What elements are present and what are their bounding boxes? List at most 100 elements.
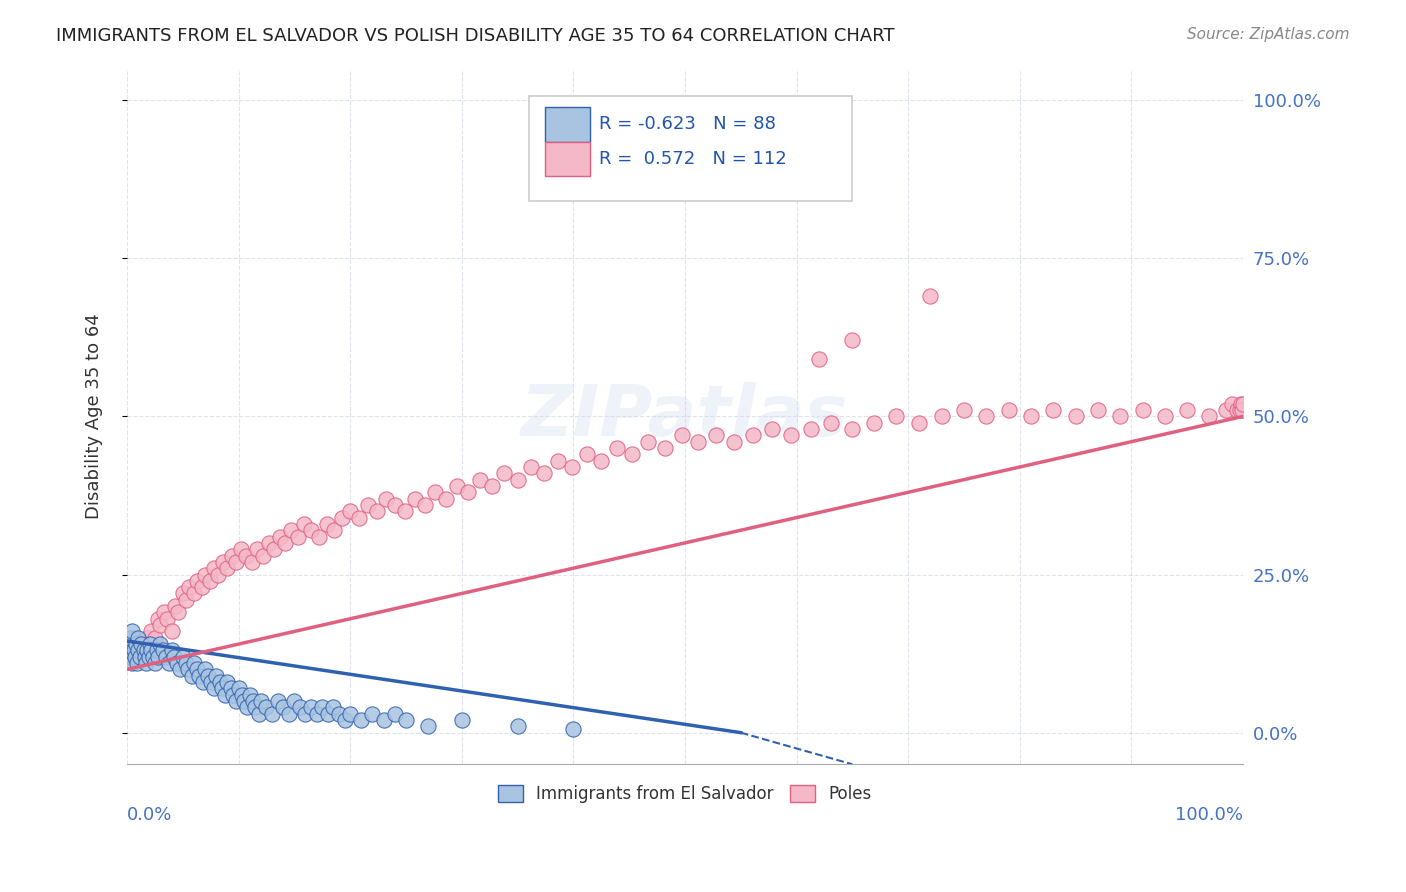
Point bbox=[160, 624, 183, 639]
Point bbox=[561, 460, 583, 475]
Point bbox=[294, 706, 316, 721]
Point bbox=[254, 700, 277, 714]
Point bbox=[807, 352, 830, 367]
Point bbox=[562, 723, 585, 737]
Point bbox=[174, 656, 197, 670]
Point bbox=[200, 675, 222, 690]
Point bbox=[127, 631, 149, 645]
Point bbox=[172, 586, 194, 600]
Point bbox=[222, 688, 245, 702]
Point bbox=[135, 656, 157, 670]
Point bbox=[141, 643, 163, 657]
Point bbox=[233, 694, 256, 708]
Point bbox=[1064, 409, 1087, 424]
Point bbox=[152, 606, 174, 620]
Point bbox=[974, 409, 997, 424]
Point bbox=[245, 700, 267, 714]
Point bbox=[374, 491, 396, 506]
Point bbox=[155, 649, 177, 664]
Point bbox=[118, 637, 141, 651]
Point bbox=[242, 694, 264, 708]
Point bbox=[339, 504, 361, 518]
Point bbox=[418, 719, 440, 733]
Point bbox=[1153, 409, 1175, 424]
Point bbox=[169, 662, 191, 676]
Point bbox=[395, 713, 418, 727]
Point bbox=[591, 453, 613, 467]
Point bbox=[208, 675, 231, 690]
Point bbox=[197, 669, 219, 683]
Legend: Immigrants from El Salvador, Poles: Immigrants from El Salvador, Poles bbox=[489, 777, 880, 812]
Point bbox=[191, 675, 214, 690]
Point bbox=[506, 473, 529, 487]
FancyBboxPatch shape bbox=[529, 96, 852, 201]
Point bbox=[138, 637, 160, 651]
Point bbox=[188, 669, 211, 683]
Point bbox=[323, 523, 346, 537]
Point bbox=[125, 656, 148, 670]
Point bbox=[118, 643, 141, 657]
Point bbox=[129, 649, 152, 664]
Point bbox=[122, 631, 145, 645]
Point bbox=[120, 649, 142, 664]
Point bbox=[841, 422, 863, 436]
Point bbox=[219, 681, 242, 696]
Point bbox=[160, 643, 183, 657]
Point bbox=[688, 434, 710, 449]
Point bbox=[704, 428, 727, 442]
Point bbox=[494, 467, 516, 481]
Point bbox=[146, 643, 169, 657]
Point bbox=[333, 713, 356, 727]
Point bbox=[884, 409, 907, 424]
Point bbox=[1132, 403, 1154, 417]
Point bbox=[292, 516, 315, 531]
Point bbox=[250, 694, 273, 708]
Point bbox=[221, 549, 243, 563]
Point bbox=[1230, 403, 1253, 417]
Point bbox=[671, 428, 693, 442]
Point bbox=[394, 504, 416, 518]
Point bbox=[263, 542, 285, 557]
Point bbox=[283, 694, 305, 708]
Point bbox=[316, 706, 339, 721]
Point bbox=[288, 700, 311, 714]
Point bbox=[194, 567, 217, 582]
Point bbox=[202, 561, 225, 575]
Point bbox=[322, 700, 344, 714]
Text: 100.0%: 100.0% bbox=[1175, 806, 1243, 824]
Point bbox=[373, 713, 395, 727]
Point bbox=[908, 416, 931, 430]
Point bbox=[1019, 409, 1042, 424]
Point bbox=[606, 441, 628, 455]
Point bbox=[547, 453, 569, 467]
Point bbox=[124, 649, 146, 664]
Point bbox=[120, 643, 142, 657]
Point bbox=[920, 289, 942, 303]
Point bbox=[953, 403, 976, 417]
Point bbox=[384, 498, 406, 512]
Point bbox=[520, 460, 543, 475]
Point bbox=[231, 688, 253, 702]
FancyBboxPatch shape bbox=[546, 107, 591, 142]
Point bbox=[761, 422, 783, 436]
Point bbox=[163, 599, 186, 614]
Point bbox=[1220, 397, 1243, 411]
Point bbox=[457, 485, 479, 500]
Point bbox=[149, 637, 172, 651]
Point bbox=[533, 467, 555, 481]
Point bbox=[311, 700, 333, 714]
Point bbox=[198, 574, 221, 588]
Point bbox=[1226, 403, 1249, 417]
Point bbox=[138, 649, 160, 664]
Point bbox=[841, 334, 863, 348]
Point bbox=[339, 706, 361, 721]
Point bbox=[280, 523, 302, 537]
Point bbox=[172, 649, 194, 664]
Point bbox=[141, 624, 163, 639]
Point bbox=[235, 549, 257, 563]
Point bbox=[308, 530, 330, 544]
Point bbox=[1232, 397, 1254, 411]
Point bbox=[1198, 409, 1220, 424]
Point bbox=[212, 555, 235, 569]
Point bbox=[127, 649, 149, 664]
